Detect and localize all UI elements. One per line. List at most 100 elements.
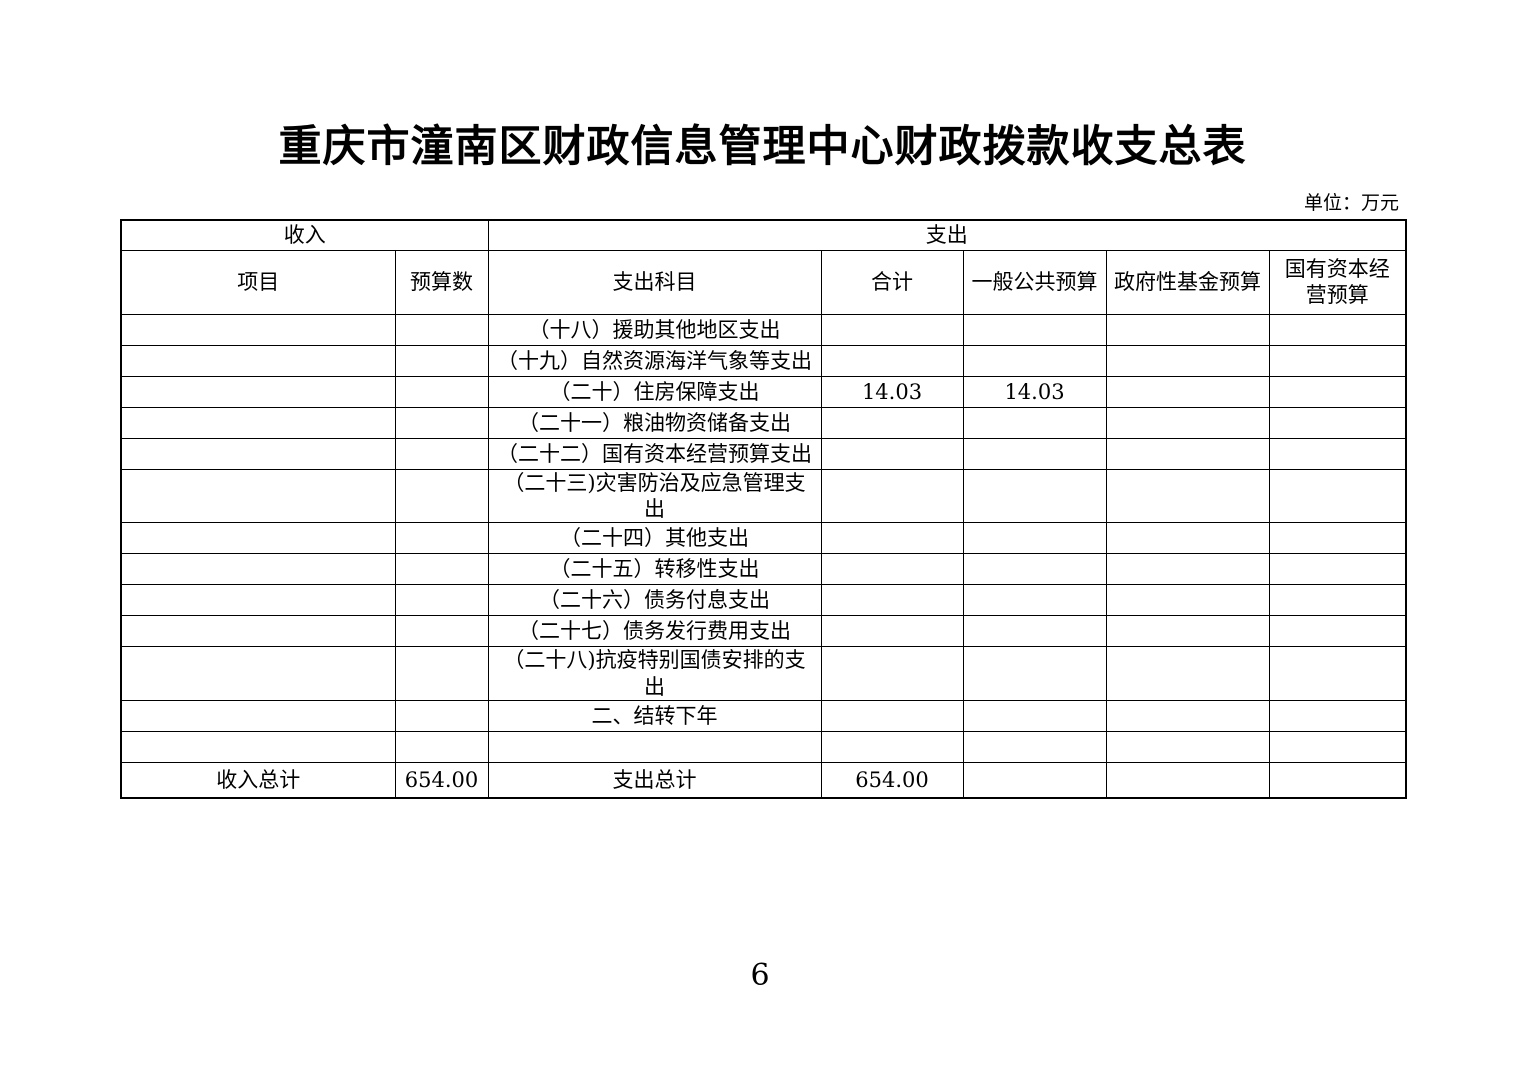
cell-general-public <box>962 646 1107 701</box>
cell-budget <box>394 344 489 377</box>
cell-budget <box>394 406 489 439</box>
cell-item <box>120 730 396 763</box>
cell-subject: （十八）援助其他地区支出 <box>487 313 822 346</box>
cell-total <box>820 313 964 346</box>
cell-govt-fund <box>1105 344 1270 377</box>
cell-general-public <box>962 468 1107 524</box>
cell-general-public <box>962 522 1107 555</box>
table-row: 二、结转下年 <box>120 699 1407 732</box>
column-header-budget: 预算数 <box>394 249 489 315</box>
cell-govt-fund <box>1105 615 1270 648</box>
cell-subject: （十九）自然资源海洋气象等支出 <box>487 344 822 377</box>
cell-total <box>820 730 964 763</box>
cell-state-capital <box>1268 761 1407 799</box>
document-title: 重庆市潼南区财政信息管理中心财政拨款收支总表 <box>278 122 1247 172</box>
cell-subject: （二十）住房保障支出 <box>487 375 822 408</box>
cell-state-capital <box>1268 699 1407 732</box>
table-row: （二十二）国有资本经营预算支出 <box>120 437 1407 470</box>
cell-total <box>820 553 964 586</box>
cell-item <box>120 406 396 439</box>
cell-budget <box>394 522 489 555</box>
cell-budget <box>394 437 489 470</box>
cell-state-capital <box>1268 468 1407 524</box>
cell-item <box>120 437 396 470</box>
cell-govt-fund <box>1105 699 1270 732</box>
income-group-header: 收入 <box>120 219 489 251</box>
cell-item <box>120 646 396 701</box>
cell-state-capital <box>1268 406 1407 439</box>
cell-subject: （二十七）债务发行费用支出 <box>487 615 822 648</box>
cell-govt-fund <box>1105 584 1270 617</box>
cell-total <box>820 615 964 648</box>
table-row: （二十一）粮油物资储备支出 <box>120 406 1407 439</box>
cell-item <box>120 615 396 648</box>
cell-state-capital <box>1268 584 1407 617</box>
cell-item <box>120 375 396 408</box>
column-header-total: 合计 <box>820 249 964 315</box>
cell-general-public <box>962 761 1107 799</box>
cell-budget <box>394 615 489 648</box>
document-content: 重庆市潼南区财政信息管理中心财政拨款收支总表 单位：万元 收入 支出 项目 预算… <box>120 0 1408 800</box>
cell-govt-fund <box>1105 730 1270 763</box>
cell-govt-fund <box>1105 375 1270 408</box>
cell-total <box>820 468 964 524</box>
expense-group-header: 支出 <box>487 219 1407 251</box>
table-row: （二十七）债务发行费用支出 <box>120 615 1407 648</box>
cell-budget <box>394 468 489 524</box>
cell-subject: （二十四）其他支出 <box>487 522 822 555</box>
column-header-item: 项目 <box>120 249 396 315</box>
cell-govt-fund <box>1105 553 1270 586</box>
cell-subject: （二十一）粮油物资储备支出 <box>487 406 822 439</box>
cell-govt-fund <box>1105 437 1270 470</box>
page-number: 6 <box>750 958 770 993</box>
table-row: （二十六）债务付息支出 <box>120 584 1407 617</box>
cell-govt-fund <box>1105 761 1270 799</box>
cell-subject: 支出总计 <box>487 761 822 799</box>
cell-general-public <box>962 730 1107 763</box>
cell-budget <box>394 375 489 408</box>
group-header-row: 收入 支出 <box>120 219 1407 251</box>
cell-general-public <box>962 437 1107 470</box>
cell-total <box>820 699 964 732</box>
cell-govt-fund <box>1105 313 1270 346</box>
column-header-subject: 支出科目 <box>487 249 822 315</box>
cell-subject: 二、结转下年 <box>487 699 822 732</box>
cell-item <box>120 522 396 555</box>
column-header-state-capital: 国有资本经营预算 <box>1268 249 1407 315</box>
cell-general-public <box>962 615 1107 648</box>
cell-item <box>120 468 396 524</box>
cell-total: 14.03 <box>820 375 964 408</box>
cell-general-public <box>962 699 1107 732</box>
cell-budget <box>394 313 489 346</box>
column-header-general-public: 一般公共预算 <box>962 249 1107 315</box>
cell-state-capital <box>1268 375 1407 408</box>
cell-general-public <box>962 313 1107 346</box>
cell-state-capital <box>1268 344 1407 377</box>
cell-total <box>820 584 964 617</box>
cell-general-public <box>962 344 1107 377</box>
cell-govt-fund <box>1105 406 1270 439</box>
cell-subject: （二十六）债务付息支出 <box>487 584 822 617</box>
cell-state-capital <box>1268 313 1407 346</box>
cell-state-capital <box>1268 437 1407 470</box>
cell-state-capital <box>1268 553 1407 586</box>
cell-general-public <box>962 553 1107 586</box>
table-row: （二十三)灾害防治及应急管理支出 <box>120 468 1407 524</box>
cell-state-capital <box>1268 646 1407 701</box>
cell-total <box>820 406 964 439</box>
total-row: 收入总计 654.00 支出总计 654.00 <box>120 761 1407 799</box>
cell-total: 654.00 <box>820 761 964 799</box>
column-header-row: 项目 预算数 支出科目 合计 一般公共预算 政府性基金预算 国有资本经营预算 <box>120 249 1407 315</box>
cell-general-public: 14.03 <box>962 375 1107 408</box>
table-row <box>120 730 1407 763</box>
cell-state-capital <box>1268 730 1407 763</box>
table-row: （二十四）其他支出 <box>120 522 1407 555</box>
cell-item <box>120 344 396 377</box>
cell-total <box>820 522 964 555</box>
cell-budget <box>394 699 489 732</box>
cell-total <box>820 646 964 701</box>
cell-govt-fund <box>1105 522 1270 555</box>
cell-state-capital <box>1268 615 1407 648</box>
cell-item: 收入总计 <box>120 761 396 799</box>
